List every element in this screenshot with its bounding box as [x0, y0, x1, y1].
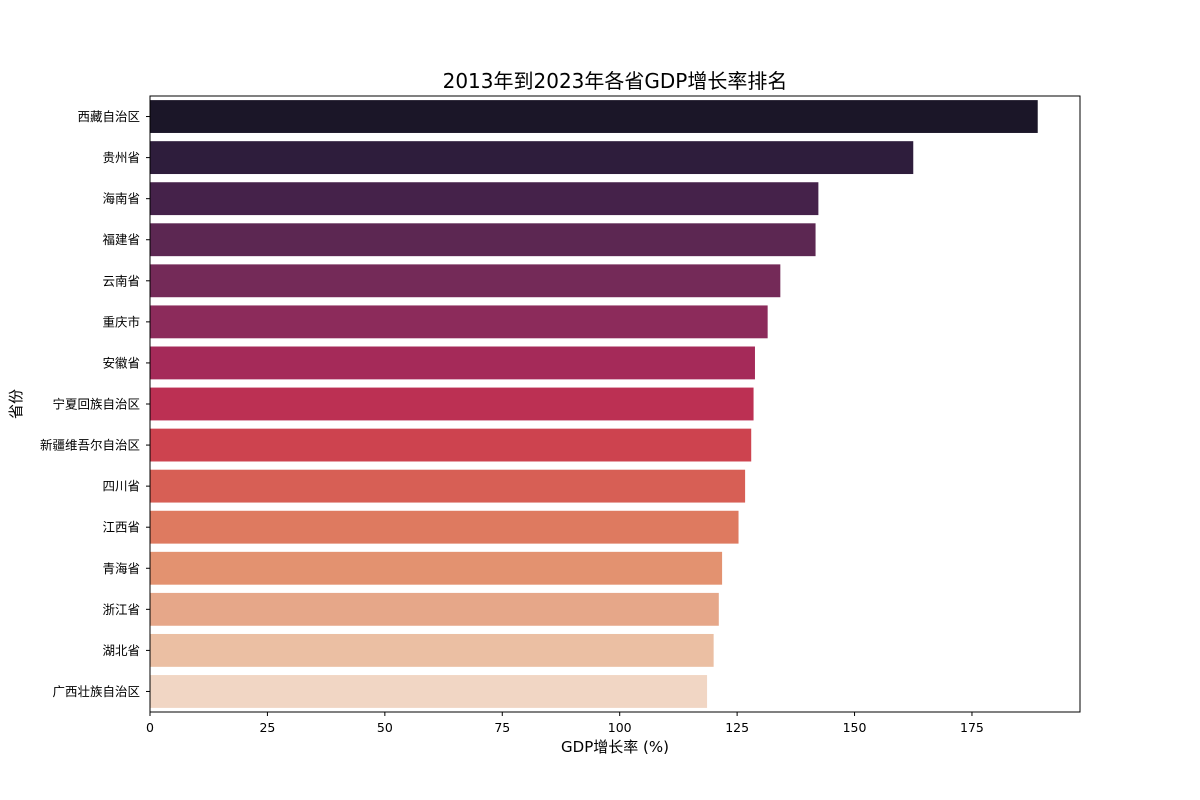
x-tick-label: 0 — [146, 720, 154, 735]
y-tick-label: 重庆市 — [102, 314, 140, 329]
y-axis-label: 省份 — [7, 389, 25, 419]
x-tick-label: 25 — [259, 720, 275, 735]
x-tick-label: 75 — [494, 720, 510, 735]
bar-6 — [150, 346, 755, 380]
x-tick-label: 175 — [960, 720, 984, 735]
y-axis-ticks: 西藏自治区贵州省海南省福建省云南省重庆市安徽省宁夏回族自治区新疆维吾尔自治区四川… — [40, 109, 150, 699]
y-tick-label: 湖北省 — [102, 643, 140, 658]
y-tick-label: 西藏自治区 — [77, 109, 140, 124]
y-tick-label: 海南省 — [102, 191, 140, 206]
bar-7 — [150, 387, 754, 421]
bar-4 — [150, 264, 781, 298]
bar-14 — [150, 675, 708, 708]
bar-0 — [150, 100, 1038, 133]
bar-9 — [150, 469, 746, 503]
x-tick-label: 150 — [843, 720, 867, 735]
bar-1 — [150, 141, 914, 175]
x-tick-label: 125 — [725, 720, 749, 735]
bar-8 — [150, 428, 752, 462]
bar-3 — [150, 223, 816, 257]
bar-13 — [150, 633, 714, 667]
x-tick-label: 50 — [377, 720, 393, 735]
plot-frame — [149, 95, 1081, 713]
x-tick-label: 100 — [608, 720, 632, 735]
y-tick-label: 福建省 — [102, 232, 140, 247]
bar-2 — [150, 182, 819, 216]
bar-5 — [150, 305, 768, 339]
y-tick-label: 宁夏回族自治区 — [52, 397, 140, 412]
y-tick-label: 安徽省 — [102, 355, 140, 370]
y-tick-label: 浙江省 — [102, 602, 140, 617]
x-axis-ticks: 0 25 50 75 100 125 150 175 — [146, 712, 984, 735]
chart-title: 2013年到2023年各省GDP增长率排名 — [443, 69, 788, 93]
bars-group — [150, 100, 1038, 708]
y-tick-label: 云南省 — [102, 273, 140, 288]
x-axis-label: GDP增长率 (%) — [561, 738, 669, 756]
y-tick-label: 贵州省 — [102, 150, 140, 165]
bar-12 — [150, 592, 719, 626]
bar-10 — [150, 510, 739, 544]
y-tick-label: 四川省 — [102, 479, 140, 494]
y-tick-label: 江西省 — [102, 520, 140, 535]
bar-11 — [150, 551, 723, 585]
y-tick-label: 新疆维吾尔自治区 — [40, 438, 140, 453]
y-tick-label: 广西壮族自治区 — [52, 684, 140, 699]
y-tick-label: 青海省 — [102, 561, 140, 576]
